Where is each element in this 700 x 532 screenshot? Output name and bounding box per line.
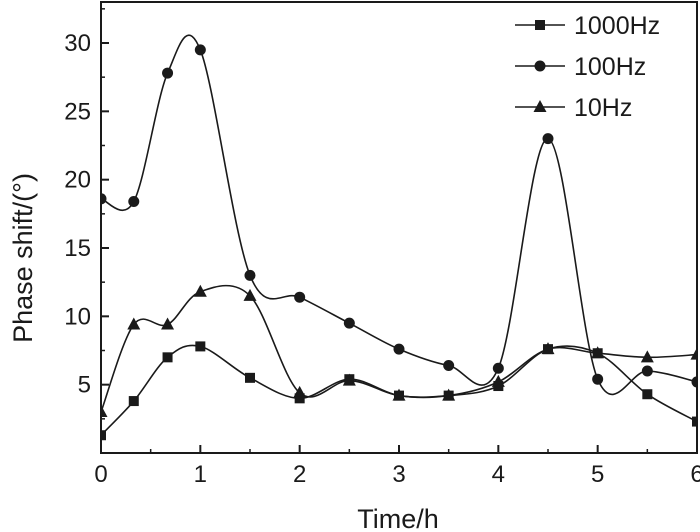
x-tick-label: 3 xyxy=(392,461,405,488)
x-tick-label: 1 xyxy=(194,461,207,488)
data-point-10hz xyxy=(342,373,356,386)
plot-area xyxy=(101,34,697,441)
legend-item-100hz: 100Hz xyxy=(515,53,646,81)
series-10hz xyxy=(101,284,697,417)
y-tick-label: 20 xyxy=(64,167,91,194)
data-point-1000hz xyxy=(692,416,697,427)
legend-label-1000hz: 1000Hz xyxy=(574,12,660,40)
x-axis-title: Time/h xyxy=(357,504,439,532)
data-point-10hz xyxy=(442,388,456,401)
x-tick-label: 0 xyxy=(94,461,107,488)
legend-label-100hz: 100Hz xyxy=(574,53,646,81)
data-point-10hz xyxy=(193,284,207,297)
x-tick-label: 6 xyxy=(690,461,700,488)
data-point-10hz xyxy=(591,346,605,359)
data-point-10hz xyxy=(541,342,555,355)
data-point-100hz xyxy=(343,317,355,329)
data-point-10hz xyxy=(491,374,505,387)
data-point-100hz xyxy=(194,44,206,56)
data-point-1000hz xyxy=(101,430,106,441)
data-point-1000hz xyxy=(195,341,206,352)
data-point-1000hz xyxy=(162,352,173,363)
data-point-100hz xyxy=(691,376,697,388)
legend-item-10hz: 10Hz xyxy=(515,94,632,122)
data-point-100hz xyxy=(492,362,504,374)
y-tick-label: 15 xyxy=(64,235,91,262)
data-point-100hz xyxy=(294,291,306,303)
data-point-10hz xyxy=(127,317,141,330)
data-point-10hz xyxy=(161,317,175,330)
legend-label-10hz: 10Hz xyxy=(574,94,632,122)
axes: 0 1 2 3 4 5 6 5 10 15 20 25 30 xyxy=(64,1,700,488)
data-point-10hz xyxy=(392,388,406,401)
data-point-10hz xyxy=(101,405,108,417)
data-point-100hz xyxy=(443,360,455,372)
legend-marker-10hz xyxy=(533,100,547,112)
data-point-100hz xyxy=(162,67,174,79)
data-point-100hz xyxy=(542,133,554,145)
legend-marker-1000hz xyxy=(535,20,545,30)
data-point-100hz xyxy=(101,193,107,205)
data-point-1000hz xyxy=(128,396,139,407)
data-point-10hz xyxy=(243,288,257,301)
series-line-100hz xyxy=(101,34,697,396)
y-tick-label: 25 xyxy=(64,98,91,125)
legend: 1000Hz 100Hz 10Hz xyxy=(515,12,660,122)
data-point-1000hz xyxy=(294,393,305,404)
y-tick-label: 5 xyxy=(78,372,91,399)
y-tick-label: 10 xyxy=(64,303,91,330)
data-point-10hz xyxy=(690,347,697,360)
y-axis-title: Phase shift/(°) xyxy=(8,173,38,343)
legend-marker-100hz xyxy=(534,60,546,72)
x-tick-label: 2 xyxy=(293,461,306,488)
data-point-100hz xyxy=(393,343,405,355)
data-point-100hz xyxy=(244,269,256,281)
data-point-1000hz xyxy=(642,389,653,400)
legend-item-1000hz: 1000Hz xyxy=(515,12,660,40)
data-point-10hz xyxy=(640,350,654,363)
data-point-100hz xyxy=(128,196,140,208)
data-point-10hz xyxy=(293,385,307,398)
series-100hz xyxy=(101,34,697,396)
y-tick-label: 30 xyxy=(64,30,91,57)
x-tick-label: 4 xyxy=(492,461,505,488)
data-point-100hz xyxy=(641,365,653,377)
data-point-100hz xyxy=(592,373,604,385)
x-tick-label: 5 xyxy=(591,461,604,488)
data-point-1000hz xyxy=(245,372,255,383)
